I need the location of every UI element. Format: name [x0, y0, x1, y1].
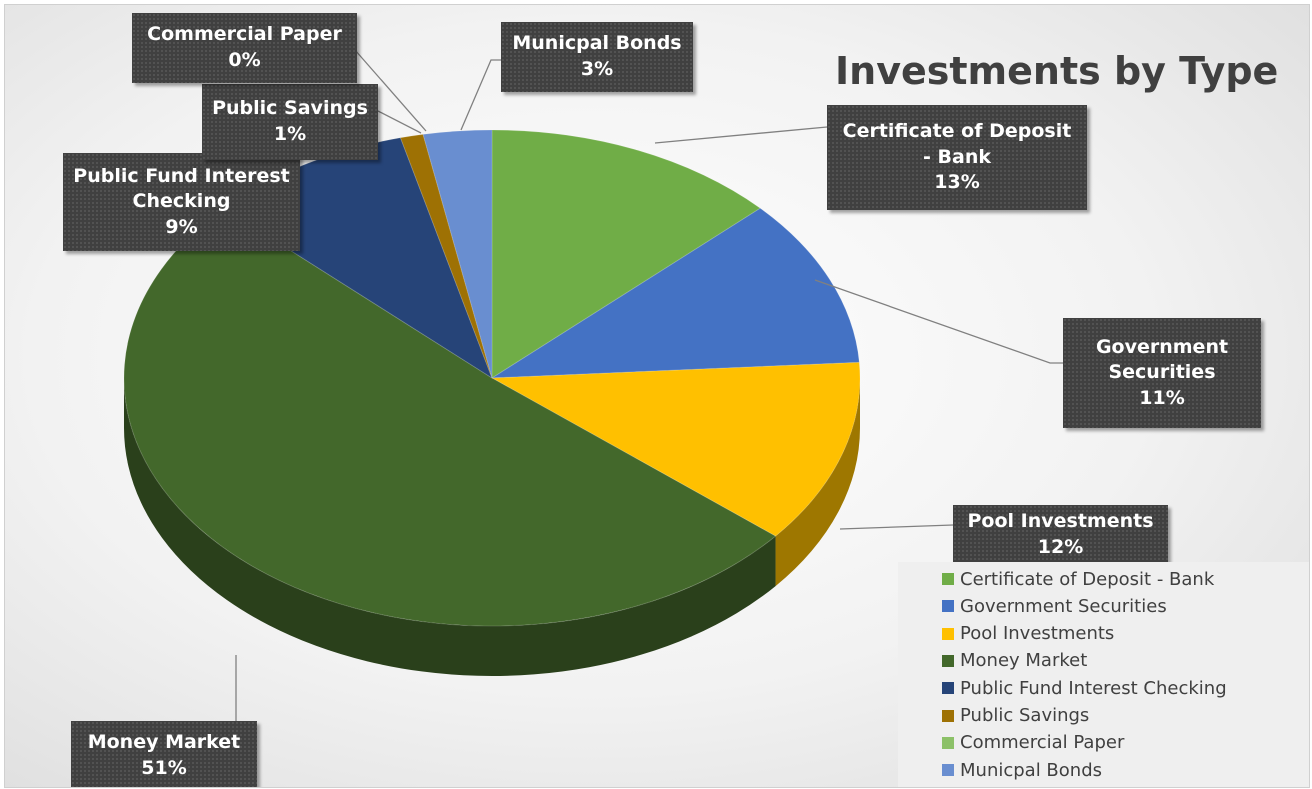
data-label-percent: 0%	[228, 49, 261, 71]
data-label-percent: 51%	[141, 757, 187, 779]
data-label-text: Commercial Paper	[147, 23, 342, 46]
data-label-text: Public Fund Interest	[73, 164, 290, 187]
data-label-text: Municpal Bonds	[512, 32, 682, 55]
leader-line-municpal-bonds	[460, 59, 501, 131]
legend-swatch	[942, 627, 954, 640]
data-label-text: Certificate of Deposit	[842, 120, 1072, 143]
legend-label: Public Fund Interest Checking	[960, 677, 1227, 699]
data-label-text: Government	[1095, 335, 1229, 358]
data-label-government-securities: Government Securities 11%	[1063, 318, 1261, 428]
legend-item-certificate-of-deposit-bank: Certificate of Deposit - Bank	[942, 566, 1214, 592]
legend-item-government-securities: Government Securities	[942, 593, 1167, 619]
data-label-commercial-paper: Commercial Paper 0%	[132, 13, 357, 83]
pie-slice-pool-investments	[490, 361, 861, 537]
pie-slice-public-savings	[399, 133, 493, 379]
data-label-pool-investments: Pool Investments 12%	[953, 505, 1168, 565]
data-label-text: Checking	[132, 190, 231, 213]
data-label-text: Public Savings	[212, 97, 368, 120]
pie-slice-government-securities	[490, 207, 860, 379]
legend-label: Public Savings	[960, 705, 1090, 726]
data-label-money-market: Money Market 51%	[71, 721, 257, 787]
legend-swatch	[942, 682, 954, 695]
legend-item-municpal-bonds: Municpal Bonds	[942, 757, 1102, 783]
data-label-percent: 9%	[165, 215, 198, 238]
pie-top-layer	[123, 129, 861, 627]
legend-item-money-market: Money Market	[942, 648, 1087, 674]
leader-lines	[235, 49, 1063, 721]
legend-swatch	[942, 764, 954, 777]
data-label-text: Pool Investments	[967, 510, 1154, 533]
data-label-percent: 1%	[273, 123, 307, 145]
pie-chart	[123, 49, 1063, 721]
legend-item-pool-investments: Pool Investments	[942, 621, 1114, 647]
data-label-municpal-bonds: Municpal Bonds 3%	[501, 22, 693, 92]
leader-line-government-securities	[814, 279, 1063, 364]
legend-label: Government Securities	[960, 595, 1167, 617]
leader-line-certificate-of-deposit-bank	[654, 126, 828, 144]
data-label-text: Money Market	[87, 731, 241, 754]
legend-label: Certificate of Deposit - Bank	[960, 568, 1215, 590]
data-label-percent: 13%	[934, 171, 980, 194]
leader-line-pool-investments	[839, 524, 954, 530]
data-label-percent: 3%	[580, 58, 614, 80]
pie-slice-certificate-of-deposit-bank	[491, 129, 762, 379]
data-label-certificate-of-deposit-bank: Certificate of Deposit - Bank 13%	[827, 105, 1087, 210]
data-label-text: Securities	[1108, 361, 1216, 384]
chart-title: Investments by Type	[835, 49, 1279, 93]
legend-swatch	[942, 709, 954, 722]
chart-legend: Certificate of Deposit - Bank Government …	[898, 562, 1309, 787]
legend-swatch	[942, 600, 954, 613]
pie-side-pool-investments	[775, 378, 860, 587]
pie-slice-municpal-bonds	[422, 129, 493, 379]
legend-swatch	[942, 654, 954, 667]
pie-side-money-market	[123, 378, 776, 677]
chart-area: Investments by Type Certificate of Depos…	[4, 4, 1310, 788]
legend-label: Municpal Bonds	[960, 759, 1102, 781]
legend-label: Money Market	[960, 650, 1088, 672]
legend-label: Pool Investments	[960, 623, 1115, 645]
legend-item-commercial-paper: Commercial Paper	[942, 730, 1124, 756]
pie-side-layer	[123, 378, 860, 677]
data-label-public-fund-interest-checking: Public Fund Interest Checking 9%	[63, 153, 300, 251]
pie-slice-money-market	[123, 207, 777, 627]
legend-swatch	[942, 573, 954, 585]
data-label-percent: 11%	[1139, 386, 1185, 409]
data-label-percent: 12%	[1037, 536, 1084, 558]
data-label-text: - Bank	[923, 145, 991, 168]
leader-line-public-savings	[377, 110, 422, 134]
legend-item-public-fund-interest-checking: Public Fund Interest Checking	[942, 675, 1227, 701]
legend-label: Commercial Paper	[960, 732, 1125, 754]
data-label-public-savings: Public Savings 1%	[202, 84, 378, 160]
legend-item-public-savings: Public Savings	[942, 703, 1089, 729]
leader-line-commercial-paper	[354, 49, 427, 132]
legend-swatch	[942, 736, 954, 749]
